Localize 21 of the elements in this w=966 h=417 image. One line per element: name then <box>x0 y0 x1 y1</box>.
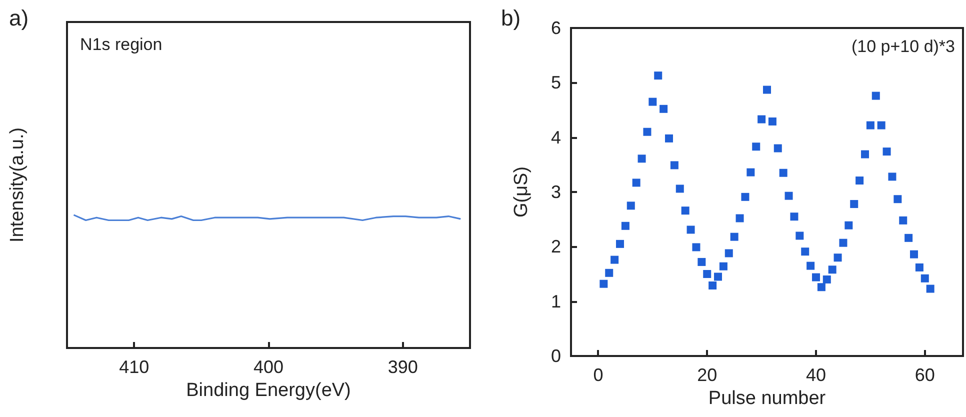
y-tick-label: 4 <box>550 127 561 148</box>
x-axis-title: Binding Energy(eV) <box>186 380 351 401</box>
x-tick-label: 0 <box>593 365 604 385</box>
chart-title: b) <box>501 6 521 30</box>
y-tick-label: 3 <box>550 182 561 202</box>
x-tick-label: 20 <box>697 365 718 385</box>
text: N1s region <box>80 35 162 54</box>
y-axis-title: G(μS) <box>511 166 532 218</box>
y-axis-title: Intensity(a.u.) <box>7 127 28 243</box>
annotation: (10 p+10 d)*3 <box>852 37 956 56</box>
x-tick-label: 60 <box>914 365 935 385</box>
x-tick-label: 40 <box>806 365 826 385</box>
x-tick-label: 390 <box>388 357 418 377</box>
chart-title: a) <box>9 6 29 30</box>
y-tick-label: 5 <box>550 72 561 93</box>
x-tick-label: 400 <box>253 357 284 377</box>
y-tick-label: 6 <box>550 18 561 38</box>
x-tick-label: 410 <box>119 357 150 377</box>
y-tick-label: 2 <box>550 236 561 257</box>
x-axis-title: Pulse number <box>708 388 826 409</box>
y-tick-label: 1 <box>550 291 561 312</box>
